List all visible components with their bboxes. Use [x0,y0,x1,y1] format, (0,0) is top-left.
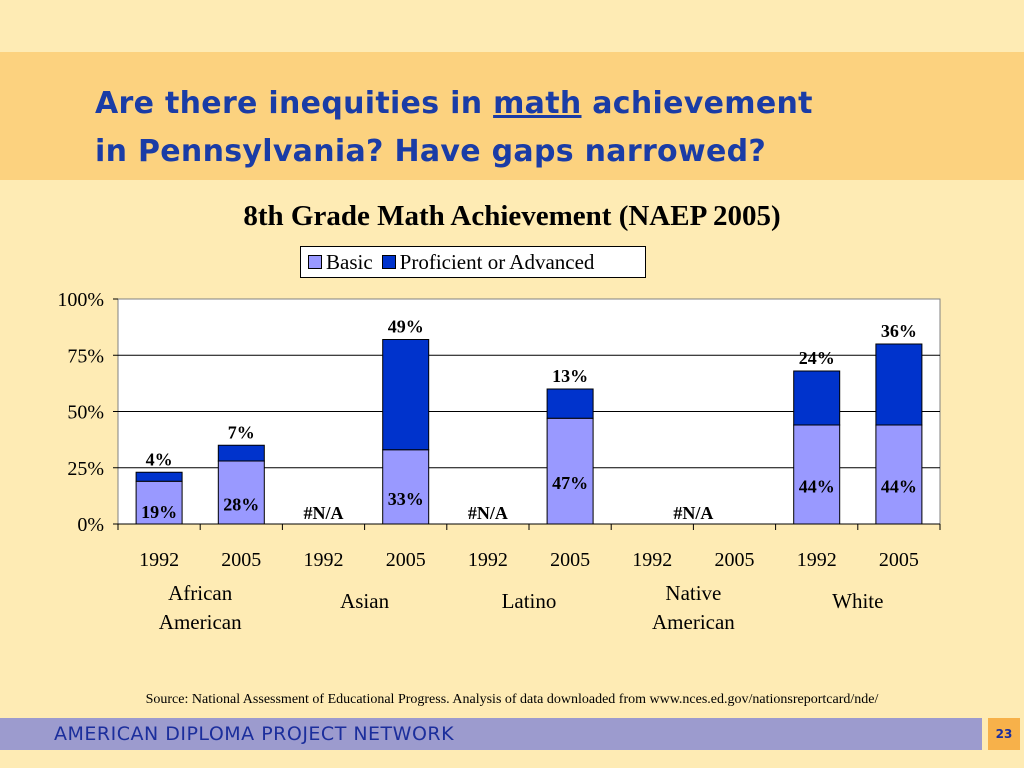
legend-item-proficient: Proficient or Advanced [381,249,595,275]
title-keyword: math [493,86,582,121]
bar-basic [217,460,265,525]
legend-swatch-proficient [381,255,396,269]
footer-bar [0,718,982,750]
legend-label-proficient: Proficient or Advanced [399,249,595,274]
bar-basic [135,480,183,525]
data-label-basic: 44% [799,477,835,497]
bar-proficient [217,444,265,462]
data-label-basic: #N/A [673,503,713,523]
bar-proficient [875,343,923,426]
chart-title: 8th Grade Math Achievement (NAEP 2005) [243,200,781,232]
title-line1-pre: Are there inequities in [95,86,494,121]
data-label-basic: 28% [223,495,259,515]
slide-title: Are there inequities in math achievement… [95,80,975,176]
x-tick-label: 1992 [632,549,672,571]
x-tick-label: 2005 [550,549,590,571]
data-label-proficient: 7% [228,422,255,442]
chart-legend: Basic Proficient or Advanced [300,246,646,278]
data-label-basic: #N/A [468,503,508,523]
group-label: Asian [340,589,389,613]
x-tick-label: 1992 [139,549,179,571]
page-number: 23 [988,718,1020,750]
data-label-basic: 33% [388,489,424,509]
data-label-basic: 19% [141,502,177,522]
group-label: White [832,589,883,613]
y-tick-label: 75% [67,345,104,367]
bar-proficient [546,388,594,419]
y-tick-label: 100% [57,289,104,311]
data-label-basic: 44% [881,477,917,497]
y-tick-label: 50% [67,402,104,424]
data-label-basic: #N/A [304,503,344,523]
data-label-proficient: 4% [146,449,173,469]
bar-basic [546,417,594,525]
x-tick-label: 1992 [468,549,508,571]
bar-basic [793,424,841,525]
footer-org: AMERICAN DIPLOMA PROJECT NETWORK [54,723,455,745]
group-label: Native [665,581,721,605]
data-label-proficient: 49% [388,317,424,337]
x-tick-label: 2005 [715,549,755,571]
y-tick-label: 0% [77,514,104,536]
bar-basic [875,424,923,525]
title-band [0,52,1024,180]
data-label-basic: 47% [552,473,588,493]
x-tick-label: 1992 [797,549,837,571]
bar-chart: 0% 25% 50% 75% 100% 1992 19% 4% 2005 28% 7% 1992 #N/… [57,289,941,634]
x-tick-label: 1992 [304,549,344,571]
bar-proficient [382,339,430,451]
source-note: Source: National Assessment of Education… [145,692,879,707]
data-label-proficient: 13% [552,366,588,386]
bar-proficient [793,370,841,426]
x-tick-label: 2005 [879,549,919,571]
x-tick-label: 2005 [386,549,426,571]
group-label: American [652,610,735,634]
x-tick-label: 2005 [221,549,261,571]
data-label-proficient: 36% [881,321,917,341]
title-line1-post: achievement [581,86,813,121]
group-label: Latino [502,589,557,613]
y-tick-label: 25% [67,458,104,480]
legend-item-basic: Basic [308,250,373,275]
legend-label-basic: Basic [326,249,373,274]
bar-basic [382,449,430,525]
bar-proficient [135,471,183,482]
legend-swatch-basic [308,255,322,269]
data-label-proficient: 24% [799,348,835,368]
title-line2: in Pennsylvania? Have gaps narrowed? [95,134,767,169]
group-label: African [168,581,233,605]
group-label: American [159,610,242,634]
